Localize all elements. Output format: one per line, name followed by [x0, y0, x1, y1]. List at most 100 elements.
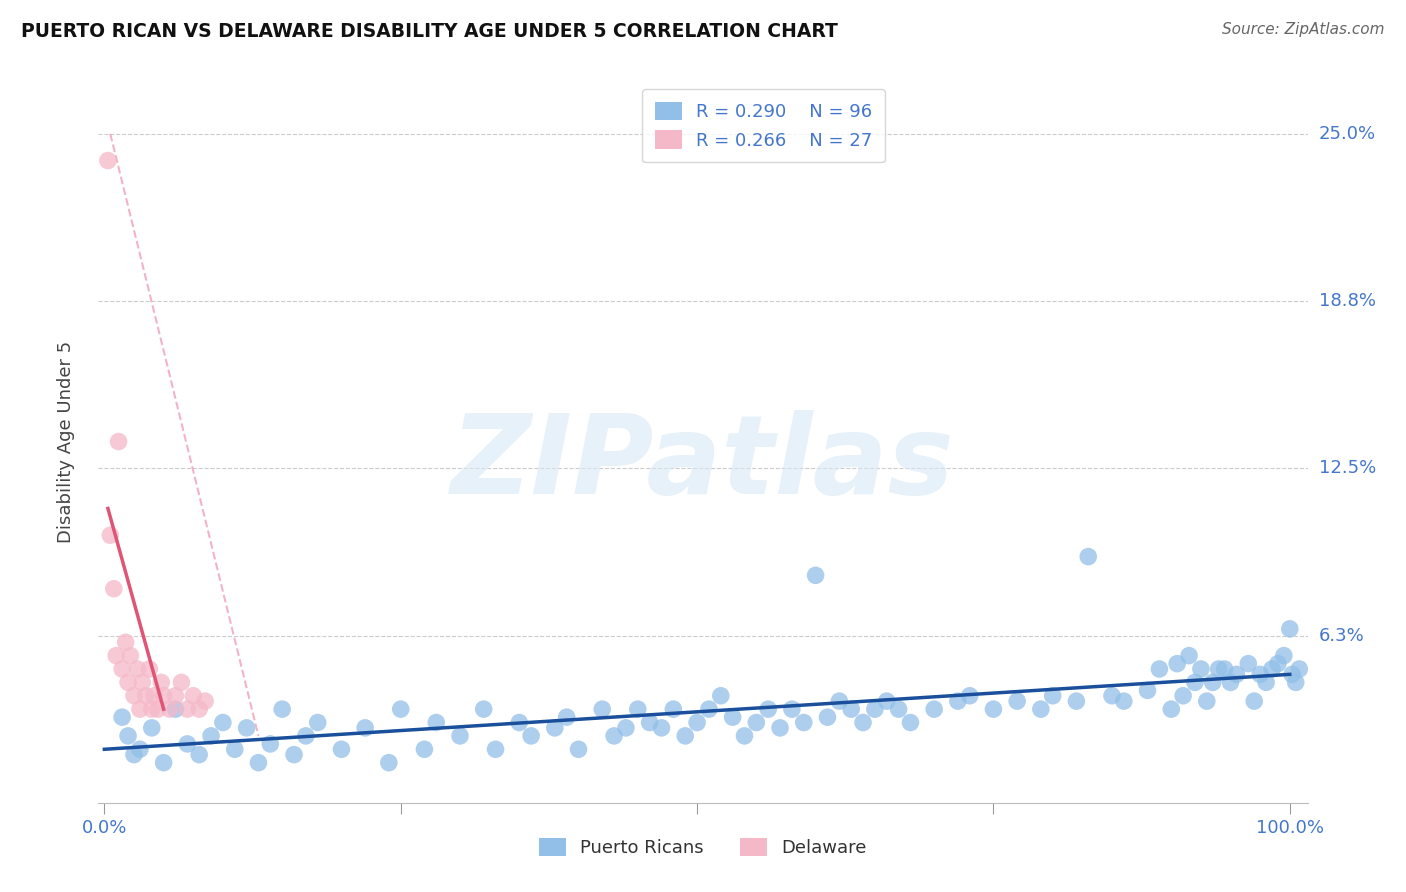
Point — [1136, 683, 1159, 698]
Point — [105, 648, 128, 663]
Point — [122, 689, 145, 703]
Point — [141, 721, 163, 735]
Point — [150, 675, 173, 690]
Point — [710, 689, 733, 703]
Point — [1112, 694, 1135, 708]
Point — [1149, 662, 1171, 676]
Point — [425, 715, 447, 730]
Point — [1101, 689, 1123, 703]
Point — [780, 702, 803, 716]
Point — [129, 702, 152, 716]
Point — [103, 582, 125, 596]
Point — [259, 737, 281, 751]
Point — [97, 153, 120, 168]
Point — [176, 702, 198, 716]
Point — [1166, 657, 1188, 671]
Point — [1243, 694, 1265, 708]
Point — [111, 662, 134, 676]
Point — [117, 675, 139, 690]
Point — [721, 710, 744, 724]
Point — [389, 702, 412, 716]
Point — [1178, 648, 1201, 663]
Point — [117, 729, 139, 743]
Point — [1213, 662, 1236, 676]
Point — [650, 721, 672, 735]
Point — [1249, 667, 1271, 681]
Point — [793, 715, 815, 730]
Point — [224, 742, 246, 756]
Point — [1261, 662, 1284, 676]
Point — [614, 721, 637, 735]
Point — [887, 702, 910, 716]
Point — [378, 756, 401, 770]
Text: PUERTO RICAN VS DELAWARE DISABILITY AGE UNDER 5 CORRELATION CHART: PUERTO RICAN VS DELAWARE DISABILITY AGE … — [21, 22, 838, 41]
Point — [120, 648, 142, 663]
Point — [111, 710, 134, 724]
Point — [1285, 675, 1308, 690]
Point — [235, 721, 257, 735]
Point — [212, 715, 235, 730]
Point — [900, 715, 922, 730]
Point — [1042, 689, 1064, 703]
Point — [1237, 657, 1260, 671]
Text: Source: ZipAtlas.com: Source: ZipAtlas.com — [1222, 22, 1385, 37]
Point — [271, 702, 294, 716]
Point — [697, 702, 720, 716]
Point — [1005, 694, 1028, 708]
Point — [804, 568, 827, 582]
Point — [1184, 675, 1206, 690]
Point — [146, 702, 169, 716]
Point — [756, 702, 779, 716]
Point — [107, 434, 129, 449]
Point — [307, 715, 329, 730]
Point — [852, 715, 875, 730]
Point — [638, 715, 661, 730]
Point — [1029, 702, 1052, 716]
Point — [1077, 549, 1099, 564]
Point — [484, 742, 506, 756]
Point — [330, 742, 353, 756]
Y-axis label: Disability Age Under 5: Disability Age Under 5 — [56, 341, 75, 542]
Point — [520, 729, 543, 743]
Point — [472, 702, 495, 716]
Point — [1225, 667, 1247, 681]
Point — [1219, 675, 1241, 690]
Point — [165, 689, 187, 703]
Text: 12.5%: 12.5% — [1319, 459, 1376, 477]
Point — [876, 694, 898, 708]
Point — [138, 662, 160, 676]
Point — [122, 747, 145, 762]
Point — [143, 689, 166, 703]
Text: 25.0%: 25.0% — [1319, 125, 1376, 143]
Point — [508, 715, 530, 730]
Point — [283, 747, 305, 762]
Point — [1195, 694, 1218, 708]
Point — [1066, 694, 1088, 708]
Point — [188, 747, 211, 762]
Point — [413, 742, 436, 756]
Point — [839, 702, 862, 716]
Point — [959, 689, 981, 703]
Point — [1160, 702, 1182, 716]
Point — [734, 729, 756, 743]
Point — [141, 702, 163, 716]
Point — [247, 756, 270, 770]
Point — [1272, 648, 1295, 663]
Point — [863, 702, 886, 716]
Point — [983, 702, 1005, 716]
Point — [129, 742, 152, 756]
Point — [176, 737, 198, 751]
Point — [159, 702, 181, 716]
Point — [1288, 662, 1310, 676]
Point — [165, 702, 187, 716]
Point — [1278, 622, 1301, 636]
Point — [828, 694, 851, 708]
Point — [769, 721, 792, 735]
Point — [946, 694, 969, 708]
Point — [686, 715, 709, 730]
Point — [1267, 657, 1289, 671]
Point — [555, 710, 578, 724]
Point — [98, 528, 121, 542]
Point — [354, 721, 377, 735]
Point — [1202, 675, 1225, 690]
